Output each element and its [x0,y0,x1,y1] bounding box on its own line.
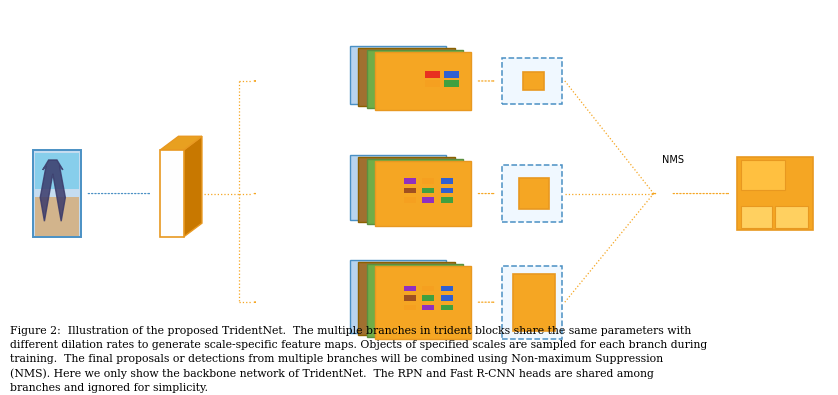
Polygon shape [160,136,202,150]
FancyBboxPatch shape [425,71,440,78]
Bar [404,197,416,203]
FancyBboxPatch shape [375,52,471,109]
Bar [441,295,453,301]
FancyBboxPatch shape [737,157,813,230]
FancyBboxPatch shape [443,71,458,78]
FancyBboxPatch shape [443,80,458,87]
FancyBboxPatch shape [33,150,81,237]
FancyBboxPatch shape [375,265,471,339]
FancyBboxPatch shape [349,46,446,103]
FancyBboxPatch shape [35,197,79,236]
FancyBboxPatch shape [367,50,463,107]
FancyBboxPatch shape [425,80,440,87]
Bar [404,305,416,310]
Bar [404,178,416,184]
FancyBboxPatch shape [359,157,454,222]
FancyBboxPatch shape [367,264,463,337]
FancyBboxPatch shape [160,150,184,237]
FancyBboxPatch shape [502,165,562,222]
Text: NMS: NMS [662,155,684,165]
FancyBboxPatch shape [513,274,555,331]
FancyBboxPatch shape [524,72,544,90]
FancyBboxPatch shape [359,261,454,335]
FancyBboxPatch shape [741,206,773,228]
Bar [422,197,434,203]
FancyBboxPatch shape [741,160,784,190]
FancyBboxPatch shape [349,260,446,333]
Bar [422,178,434,184]
Bar [422,286,434,291]
Text: Figure 2:  Illustration of the proposed TridentNet.  The multiple branches in tr: Figure 2: Illustration of the proposed T… [10,326,707,393]
Bar [441,305,453,310]
FancyBboxPatch shape [775,206,809,228]
Bar [441,197,453,203]
Bar [441,286,453,291]
FancyBboxPatch shape [367,159,463,224]
FancyBboxPatch shape [502,265,562,339]
Bar [404,286,416,291]
Bar [441,178,453,184]
FancyBboxPatch shape [349,155,446,220]
Bar [422,188,434,193]
Bar [404,295,416,301]
FancyBboxPatch shape [502,58,562,103]
FancyBboxPatch shape [35,153,79,189]
Bar [441,188,453,193]
FancyBboxPatch shape [359,48,454,105]
Bar [404,188,416,193]
Bar [422,295,434,301]
Polygon shape [184,136,202,237]
FancyBboxPatch shape [375,161,471,226]
FancyBboxPatch shape [519,178,549,209]
Polygon shape [40,160,65,221]
Bar [422,305,434,310]
